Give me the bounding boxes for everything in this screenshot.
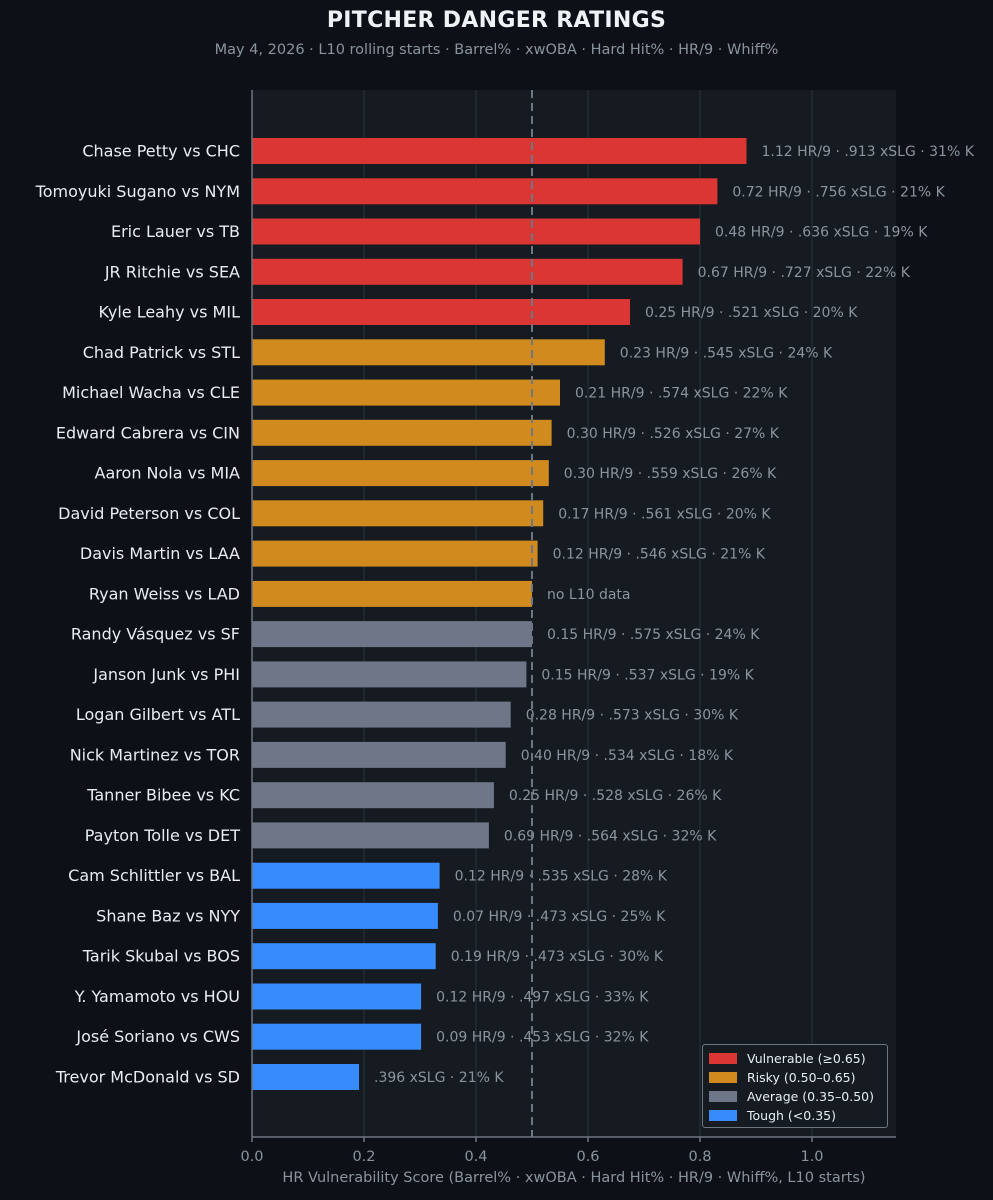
bar (252, 661, 527, 688)
bar (252, 621, 532, 648)
category-label: Janson Junk vs PHI (92, 665, 240, 684)
legend-label: Risky (0.50–0.65) (747, 1070, 856, 1085)
plot-area (252, 90, 896, 1137)
category-label: Tarik Skubal vs BOS (82, 947, 240, 966)
bar (252, 943, 436, 970)
chart-subtitle: May 4, 2026 · L10 rolling starts · Barre… (214, 42, 779, 58)
data-label: 0.69 HR/9 · .564 xSLG · 32% K (504, 828, 717, 844)
bar (252, 500, 544, 527)
data-label: 0.25 HR/9 · .521 xSLG · 20% K (645, 305, 858, 321)
data-label: 0.72 HR/9 · .756 xSLG · 21% K (732, 184, 945, 200)
category-label: Michael Wacha vs CLE (62, 383, 240, 402)
data-label: 0.21 HR/9 · .574 xSLG · 22% K (575, 386, 788, 402)
bar (252, 540, 538, 567)
category-label: Tomoyuki Sugano vs NYM (35, 182, 240, 201)
category-label: Logan Gilbert vs ATL (76, 705, 240, 724)
data-label: 1.12 HR/9 · .913 xSLG · 31% K (762, 144, 975, 160)
data-label: 0.09 HR/9 · .453 xSLG · 32% K (436, 1030, 649, 1046)
bar (252, 782, 494, 809)
category-label: Tanner Bibee vs KC (86, 786, 240, 805)
data-label: 0.12 HR/9 · .497 xSLG · 33% K (436, 990, 649, 1006)
x-tick-label: 0.0 (240, 1149, 263, 1165)
category-label: Davis Martin vs LAA (80, 544, 240, 563)
category-label: Trevor McDonald vs SD (55, 1068, 240, 1087)
data-label: 0.28 HR/9 · .573 xSLG · 30% K (526, 708, 739, 724)
category-label: Cam Schlittler vs BAL (68, 866, 240, 885)
category-label: Edward Cabrera vs CIN (56, 423, 240, 442)
bar (252, 580, 532, 607)
bar (252, 339, 605, 366)
bar (252, 902, 438, 929)
chart-title: PITCHER DANGER RATINGS (326, 8, 667, 33)
category-label: Eric Lauer vs TB (111, 222, 240, 241)
bar (252, 138, 747, 164)
data-label: 0.07 HR/9 · .473 xSLG · 25% K (453, 909, 666, 925)
data-label: 0.25 HR/9 · .528 xSLG · 26% K (509, 788, 722, 804)
bar (252, 419, 552, 446)
data-label: 0.15 HR/9 · .575 xSLG · 24% K (547, 627, 760, 643)
legend-label: Vulnerable (≥0.65) (747, 1051, 866, 1066)
legend-item: Vulnerable (≥0.65) (709, 1049, 881, 1068)
data-label: 0.40 HR/9 · .534 xSLG · 18% K (521, 748, 734, 764)
data-label: 0.67 HR/9 · .727 xSLG · 22% K (698, 265, 911, 281)
bar (252, 983, 422, 1010)
bar (252, 258, 683, 285)
bar (252, 299, 630, 325)
x-tick-label: 0.6 (576, 1149, 599, 1165)
bar (252, 862, 440, 889)
category-label: Randy Vásquez vs SF (71, 625, 240, 644)
legend-swatch (709, 1072, 737, 1083)
bar (252, 460, 549, 487)
legend-item: Average (0.35–0.50) (709, 1087, 881, 1106)
x-axis-label: HR Vulnerability Score (Barrel% · xwOBA … (282, 1170, 866, 1186)
category-label: Ryan Weiss vs LAD (89, 584, 240, 603)
legend-label: Tough (<0.35) (747, 1108, 836, 1123)
category-label: Aaron Nola vs MIA (95, 464, 241, 483)
legend: Vulnerable (≥0.65) Risky (0.50–0.65) Avera… (702, 1044, 888, 1128)
bar (252, 1023, 422, 1050)
bar (252, 741, 506, 768)
category-label: David Peterson vs COL (58, 504, 240, 523)
category-label: Shane Baz vs NYY (96, 906, 240, 925)
x-tick-label: 1.0 (800, 1149, 823, 1165)
data-label: 0.12 HR/9 · .535 xSLG · 28% K (455, 869, 668, 885)
legend-swatch (709, 1053, 737, 1064)
bar (252, 178, 718, 205)
category-label: Nick Martinez vs TOR (70, 745, 240, 764)
legend-label: Average (0.35–0.50) (747, 1089, 874, 1104)
data-label: no L10 data (547, 587, 631, 603)
x-tick-label: 0.2 (352, 1149, 375, 1165)
bar (252, 1064, 359, 1090)
bar (252, 701, 511, 728)
data-label: 0.15 HR/9 · .537 xSLG · 19% K (541, 667, 754, 683)
bar (252, 822, 489, 849)
x-tick-label: 0.4 (464, 1149, 487, 1165)
data-label: 0.12 HR/9 · .546 xSLG · 21% K (553, 547, 766, 563)
bar (252, 218, 700, 245)
data-label: .396 xSLG · 21% K (374, 1070, 504, 1086)
category-label: Chad Patrick vs STL (83, 343, 240, 362)
category-label: Kyle Leahy vs MIL (99, 303, 241, 322)
category-label: Chase Petty vs CHC (82, 142, 240, 161)
category-label: José Soriano vs CWS (75, 1027, 240, 1046)
x-tick-label: 0.8 (688, 1149, 711, 1165)
legend-item: Risky (0.50–0.65) (709, 1068, 881, 1087)
data-label: 0.48 HR/9 · .636 xSLG · 19% K (715, 225, 928, 241)
data-label: 0.30 HR/9 · .559 xSLG · 26% K (564, 466, 777, 482)
data-label: 0.17 HR/9 · .561 xSLG · 20% K (558, 506, 771, 522)
category-label: Y. Yamamoto vs HOU (74, 987, 240, 1006)
legend-swatch (709, 1091, 737, 1102)
category-label: JR Ritchie vs SEA (104, 262, 240, 281)
data-label: 0.30 HR/9 · .526 xSLG · 27% K (567, 426, 780, 442)
bar (252, 379, 560, 406)
legend-item: Tough (<0.35) (709, 1106, 881, 1125)
data-label: 0.23 HR/9 · .545 xSLG · 24% K (620, 345, 833, 361)
category-label: Payton Tolle vs DET (85, 826, 240, 845)
data-label: 0.19 HR/9 · .473 xSLG · 30% K (451, 949, 664, 965)
legend-swatch (709, 1110, 737, 1121)
